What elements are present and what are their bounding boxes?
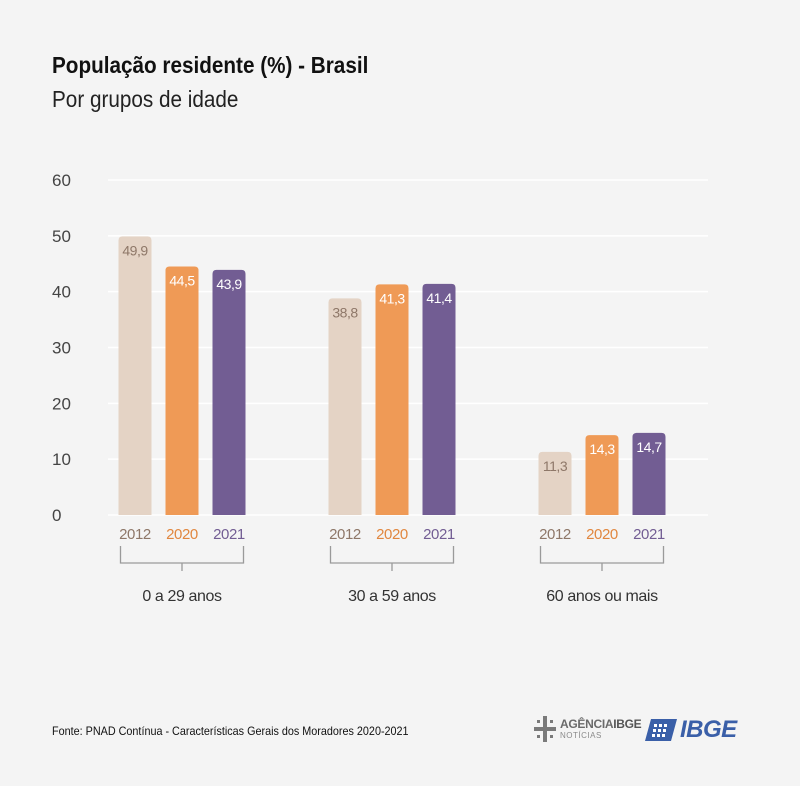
y-tick-label: 30 [52, 339, 71, 358]
agencia-mark-icon [534, 716, 556, 742]
bar [375, 284, 409, 515]
bar [328, 298, 362, 515]
x-year-label: 2020 [166, 526, 198, 543]
chart-title: População residente (%) - Brasil [52, 52, 369, 78]
bar [118, 236, 152, 515]
group-label: 0 a 29 anos [142, 588, 222, 605]
bar [632, 432, 666, 515]
group-label: 60 anos ou mais [546, 588, 658, 605]
x-year-label: 2021 [633, 526, 665, 543]
source-note: Fonte: PNAD Contínua - Características G… [52, 724, 409, 738]
x-year-label: 2012 [539, 526, 571, 543]
ibge-wordmark: IBGE [680, 716, 737, 743]
bar-value-label: 44,5 [169, 273, 195, 289]
group-bracket [119, 546, 245, 571]
y-tick-label: 60 [52, 171, 71, 190]
bar [212, 269, 246, 515]
bar [165, 266, 199, 515]
bar-value-label: 11,3 [543, 458, 568, 474]
bar-value-label: 41,3 [379, 290, 405, 306]
bar [538, 451, 572, 515]
x-year-label: 2021 [213, 526, 245, 543]
bar-value-label: 43,9 [216, 276, 242, 292]
bar-value-label: 14,3 [589, 441, 615, 457]
x-year-label: 2020 [586, 526, 618, 543]
x-year-label: 2021 [423, 526, 455, 543]
ibge-logo[interactable]: IBGE [645, 718, 737, 742]
y-tick-label: 20 [52, 394, 71, 413]
x-year-label: 2012 [329, 526, 361, 543]
group-bracket [329, 546, 455, 571]
bar-value-label: 38,8 [332, 304, 358, 320]
x-year-label: 2012 [119, 526, 151, 543]
y-tick-label: 10 [52, 450, 71, 469]
y-tick-label: 0 [52, 506, 61, 525]
bar-value-label: 41,4 [426, 290, 452, 306]
bar-value-label: 49,9 [122, 242, 148, 258]
agencia-noticias-label: NOTÍCIAS [560, 731, 602, 740]
bar-value-label: 14,7 [636, 439, 662, 455]
y-tick-label: 40 [52, 283, 71, 302]
bar [422, 283, 456, 515]
agencia-ibge-label: IBGE [613, 717, 642, 731]
group-label: 30 a 59 anos [348, 588, 436, 605]
y-tick-label: 50 [52, 227, 71, 246]
chart-subtitle: Por grupos de idade [52, 86, 239, 112]
agencia-label: AGÊNCIA [560, 717, 614, 731]
agencia-ibge-logo[interactable]: AGÊNCIAIBGE NOTÍCIAS [534, 716, 642, 742]
x-year-label: 2020 [376, 526, 408, 543]
group-bracket [539, 546, 665, 571]
ibge-mark-icon [645, 719, 677, 741]
bar [585, 435, 619, 515]
bar-chart: 0 10 20 30 40 50 60 49,9 2012 44,5 2020 43,9 2021 0 a… [52, 171, 708, 605]
